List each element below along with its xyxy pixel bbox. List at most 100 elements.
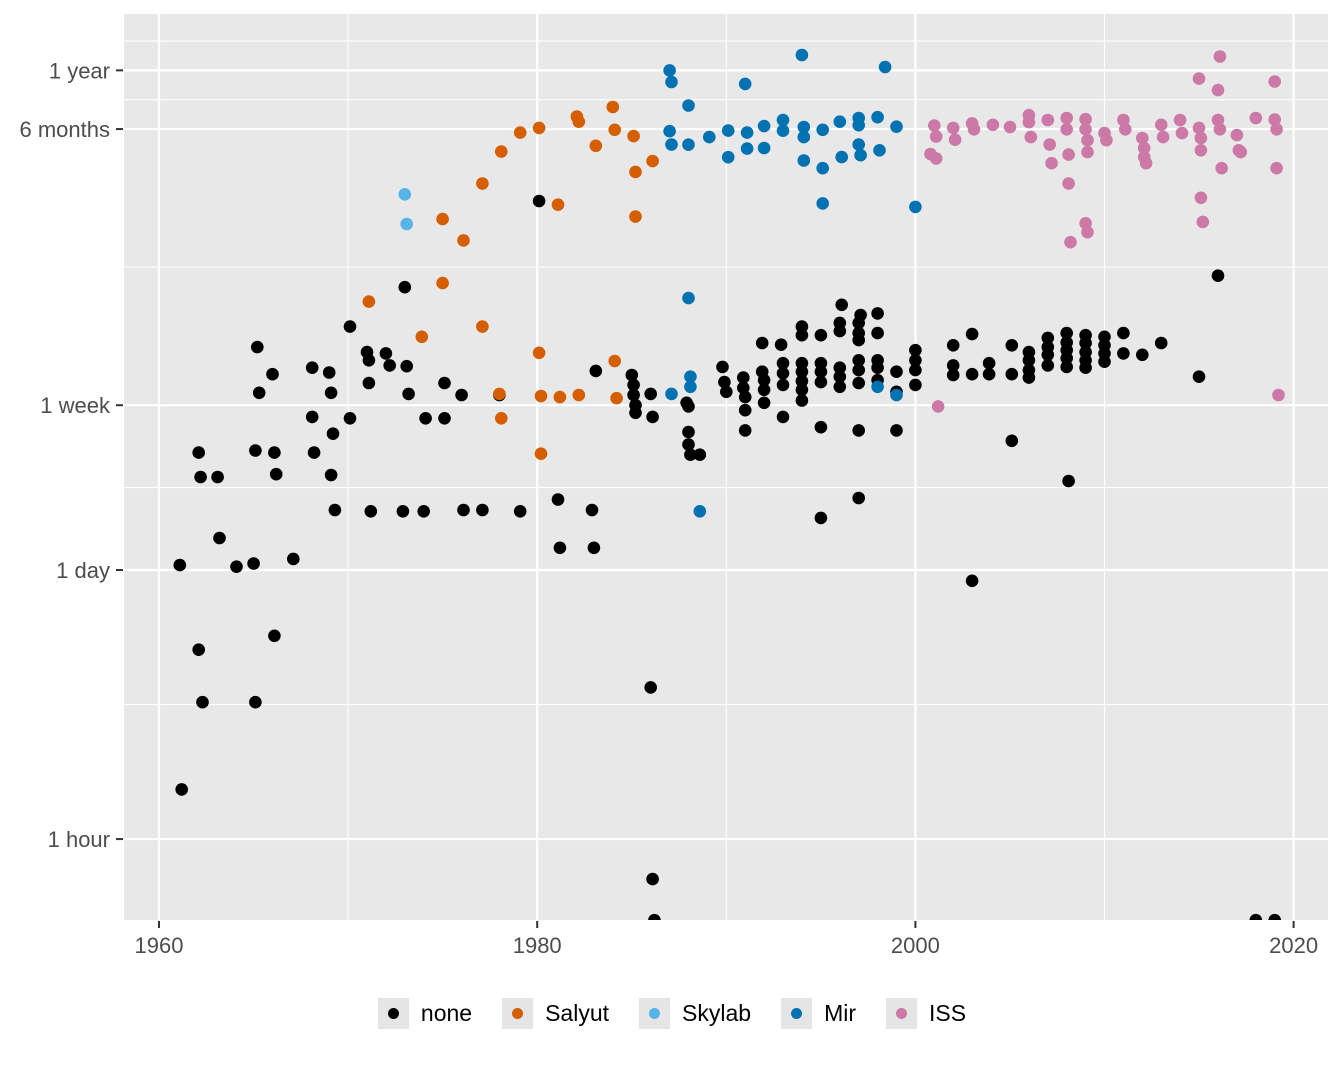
data-point bbox=[965, 367, 979, 381]
data-point bbox=[436, 276, 449, 290]
series-Skylab bbox=[398, 188, 414, 231]
data-point bbox=[230, 560, 243, 573]
data-point bbox=[965, 327, 979, 341]
data-point bbox=[629, 406, 642, 420]
data-point bbox=[757, 141, 771, 155]
data-point bbox=[757, 373, 771, 387]
data-point bbox=[946, 339, 960, 352]
data-point bbox=[755, 336, 769, 350]
data-point bbox=[213, 531, 226, 545]
legend-key-none bbox=[377, 998, 409, 1029]
data-point bbox=[534, 389, 548, 403]
data-point bbox=[1270, 161, 1283, 175]
data-point bbox=[589, 364, 603, 378]
data-point bbox=[852, 354, 865, 367]
data-point bbox=[551, 493, 565, 506]
data-point bbox=[665, 75, 678, 89]
data-point bbox=[1041, 331, 1055, 345]
data-point bbox=[646, 872, 659, 886]
y-tick-label-1-year: 1 year bbox=[49, 58, 110, 83]
data-point bbox=[1136, 131, 1149, 145]
data-point bbox=[909, 354, 922, 367]
data-point bbox=[553, 541, 567, 555]
data-point bbox=[1081, 225, 1094, 239]
data-point bbox=[718, 375, 731, 389]
data-point bbox=[192, 643, 205, 656]
y-tick-label-1-day: 1 day bbox=[56, 558, 110, 583]
data-point bbox=[1062, 148, 1075, 161]
legend-item-ISS: ISS bbox=[886, 998, 966, 1029]
data-point bbox=[1079, 336, 1092, 350]
data-point bbox=[1213, 123, 1227, 136]
data-point bbox=[646, 410, 659, 424]
data-point bbox=[383, 359, 397, 372]
x-tick-label-1960: 1960 bbox=[135, 933, 184, 958]
data-point bbox=[740, 126, 754, 139]
data-point bbox=[833, 115, 847, 128]
data-point bbox=[419, 412, 432, 425]
data-point bbox=[364, 505, 378, 518]
data-point bbox=[629, 210, 642, 223]
data-point bbox=[929, 152, 943, 165]
data-point bbox=[608, 123, 621, 137]
x-tick-label-2000: 2000 bbox=[891, 933, 940, 958]
data-point bbox=[211, 470, 224, 484]
data-point bbox=[684, 448, 697, 462]
data-point bbox=[553, 390, 567, 404]
data-point bbox=[1136, 348, 1149, 362]
data-point bbox=[833, 380, 847, 394]
data-point bbox=[878, 60, 892, 74]
data-point bbox=[833, 361, 847, 375]
data-point bbox=[852, 316, 865, 330]
data-point bbox=[1060, 326, 1073, 340]
data-point bbox=[1045, 156, 1058, 170]
data-point bbox=[495, 412, 508, 425]
data-point bbox=[682, 138, 695, 151]
x-tick-label-1980: 1980 bbox=[513, 933, 562, 958]
data-point bbox=[757, 119, 771, 133]
data-point bbox=[965, 574, 979, 588]
data-point bbox=[909, 200, 922, 214]
series-ISS bbox=[924, 50, 1285, 413]
data-point bbox=[457, 234, 470, 247]
data-point bbox=[737, 371, 750, 384]
data-point bbox=[682, 438, 695, 451]
data-point bbox=[795, 365, 809, 379]
data-point bbox=[606, 100, 620, 114]
data-point bbox=[362, 295, 376, 308]
data-point bbox=[252, 386, 266, 400]
data-point bbox=[1098, 355, 1111, 369]
data-point bbox=[871, 307, 884, 320]
data-point bbox=[1194, 131, 1208, 145]
data-point bbox=[379, 347, 393, 360]
data-point bbox=[871, 110, 884, 124]
data-point bbox=[716, 360, 729, 374]
data-point bbox=[776, 378, 790, 392]
data-point bbox=[1060, 360, 1073, 374]
series-none bbox=[173, 194, 1281, 920]
legend-item-Mir: Mir bbox=[781, 998, 856, 1029]
data-point bbox=[400, 217, 414, 231]
data-point bbox=[249, 444, 262, 457]
data-point bbox=[1041, 113, 1055, 127]
data-point bbox=[797, 130, 811, 144]
data-point bbox=[196, 695, 209, 709]
data-point bbox=[646, 154, 659, 168]
data-point bbox=[1064, 235, 1077, 249]
data-point bbox=[890, 424, 903, 437]
data-point bbox=[795, 394, 809, 407]
data-point bbox=[175, 783, 188, 796]
data-point bbox=[852, 138, 865, 151]
data-point bbox=[852, 376, 865, 390]
data-point bbox=[986, 118, 1000, 132]
data-point bbox=[495, 145, 508, 158]
data-point bbox=[532, 121, 546, 135]
data-point bbox=[693, 448, 707, 462]
data-point bbox=[1041, 348, 1055, 362]
data-point bbox=[682, 425, 695, 439]
data-point bbox=[644, 681, 657, 694]
data-point bbox=[835, 150, 848, 164]
data-point bbox=[871, 361, 884, 375]
station-legend: none Salyut Skylab Mir ISS bbox=[0, 998, 1344, 1029]
